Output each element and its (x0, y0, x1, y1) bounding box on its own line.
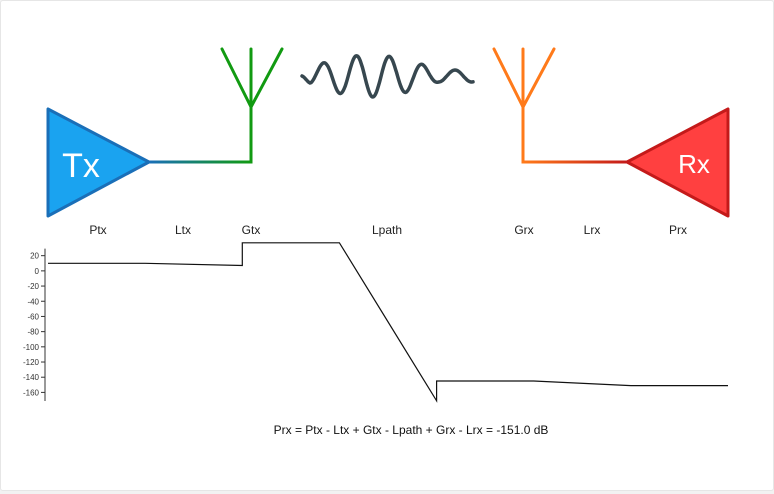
radio-wave-icon (300, 53, 475, 99)
rx-antenna-icon (492, 47, 556, 109)
receiver-triangle (625, 107, 730, 218)
power-level-series-line (48, 242, 728, 403)
stage-label-ltx: Ltx (175, 223, 191, 237)
y-tick-label: -80 (27, 328, 39, 337)
transmitter-block: Tx (46, 107, 151, 218)
y-tick-label: -20 (27, 282, 39, 291)
stage-label-grx: Grx (514, 223, 533, 237)
y-tick-label: 20 (30, 252, 39, 261)
receiver-label: Rx (678, 149, 710, 179)
transmitter-label: Tx (62, 147, 100, 185)
stage-label-lrx: Lrx (584, 223, 601, 237)
stage-label-prx: Prx (669, 223, 687, 237)
receiver-block: Rx (625, 107, 730, 218)
y-axis-ticks: 20 0 -20 -40 -60 -80 -100 -120 -140 -160 (23, 252, 45, 397)
stage-labels: Ptx Ltx Gtx Lpath Grx Lrx Prx (89, 223, 687, 237)
y-tick-label: -160 (23, 388, 40, 397)
stage-label-ptx: Ptx (89, 223, 106, 237)
y-tick-label: -60 (27, 312, 39, 321)
y-tick-label: -100 (23, 343, 40, 352)
y-tick-label: -40 (27, 297, 39, 306)
stage-label-gtx: Gtx (242, 223, 261, 237)
transmitter-triangle (46, 107, 151, 218)
y-tick-label: -140 (23, 373, 40, 382)
stage-label-lpath: Lpath (372, 223, 402, 237)
formula-text: Prx = Ptx - Ltx + Gtx - Lpath + Grx - Lr… (274, 423, 549, 437)
tx-feed-line (149, 107, 253, 164)
y-tick-label: -120 (23, 358, 40, 367)
tx-antenna-icon (220, 47, 284, 109)
power-level-chart: 20 0 -20 -40 -60 -80 -100 -120 -140 -160 (23, 242, 728, 403)
y-tick-label: 0 (35, 267, 40, 276)
rx-feed-line (521, 107, 627, 164)
